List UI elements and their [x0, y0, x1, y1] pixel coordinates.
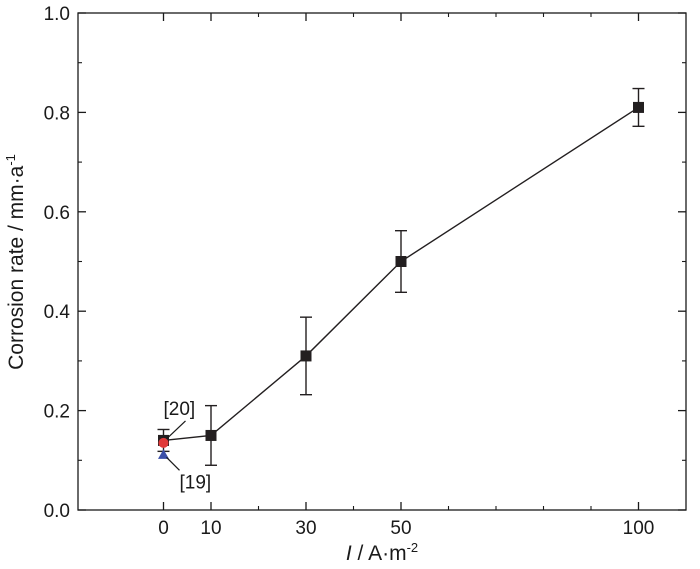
x-tick-label: 100 [623, 518, 655, 539]
y-tick-label: 1.0 [44, 4, 70, 25]
y-tick-label: 0.0 [44, 501, 70, 522]
data-point [633, 101, 644, 113]
data-series [157, 87, 645, 466]
y-tick-label: 0.4 [44, 302, 71, 323]
y-axis-title: Corrosion rate / mm·a-1 [3, 154, 28, 370]
ref-point-19 [158, 449, 169, 459]
data-point [300, 350, 312, 362]
ref-leader-19 [166, 456, 180, 471]
x-tick-label: 50 [390, 518, 411, 539]
ref-point-20 [158, 437, 169, 448]
ref-leader-20 [166, 420, 186, 440]
reference-points: [20] [19] [158, 399, 211, 493]
data-point [395, 256, 407, 267]
y-tick-label: 0.2 [44, 402, 70, 423]
tick-labels: 0.0 0.2 0.4 0.6 0.8 1.0 0 10 30 50 100 [44, 4, 655, 539]
x-axis-title: I / A·m-2 [346, 540, 418, 565]
ref-label-20: [20] [164, 399, 196, 420]
x-tick-label: 30 [295, 518, 316, 539]
y-tick-label: 0.8 [44, 103, 70, 124]
plot-frame [77, 12, 687, 511]
data-point [205, 429, 217, 441]
x-tick-label: 0 [158, 518, 169, 539]
x-tick-label: 10 [200, 518, 221, 539]
axis-ticks [78, 12, 686, 511]
ref-label-19: [19] [180, 472, 212, 493]
y-tick-label: 0.6 [44, 203, 70, 224]
